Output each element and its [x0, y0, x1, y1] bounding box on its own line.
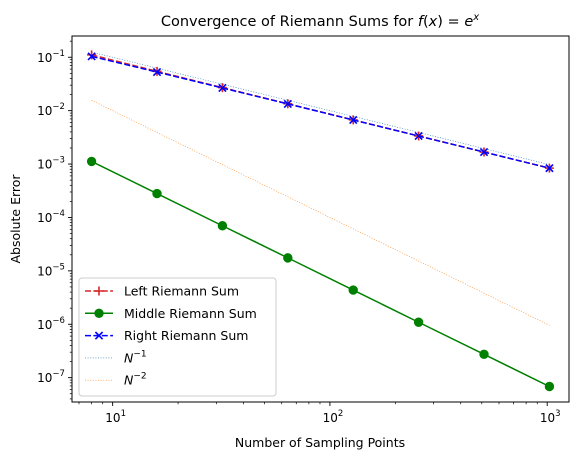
data-point: [87, 52, 96, 61]
series-middle-riemann-sum: [86, 156, 555, 392]
legend-marker: [94, 286, 104, 296]
legend-label: Middle Riemann Sum: [124, 306, 257, 321]
y-tick-label: 10−1: [37, 49, 65, 65]
legend-label: Left Riemann Sum: [124, 284, 239, 299]
y-axis-label: Absolute Error: [8, 174, 23, 264]
data-point: [479, 349, 489, 360]
series-line: [91, 51, 550, 165]
data-point: [218, 83, 227, 93]
chart-title: Convergence of Riemann Sums for f(x) = e…: [161, 12, 479, 30]
series-n-2: [91, 100, 550, 326]
data-point: [86, 156, 97, 167]
series-line: [91, 160, 550, 388]
legend-label: Right Riemann Sum: [124, 328, 248, 343]
series-layer: [86, 50, 555, 392]
ticks-layer: 101 102 103 10−7 10−6 10−5 10−4 10−3 10−2 10−1: [37, 40, 561, 425]
data-point: [348, 285, 358, 295]
y-tick-label: 10−6: [37, 316, 65, 332]
series-n-1: [91, 51, 550, 165]
data-point: [413, 317, 424, 327]
data-point: [479, 147, 489, 157]
series-right-riemann-sum: [87, 52, 554, 173]
legend-box: [78, 277, 277, 397]
x-tick-label: 103: [540, 409, 561, 425]
y-tick-label: 10−7: [37, 369, 65, 385]
legend-label: N−1: [124, 349, 147, 365]
series-line: [91, 100, 550, 326]
y-tick-label: 10−4: [37, 209, 65, 225]
data-point: [217, 221, 228, 231]
data-point: [545, 163, 554, 173]
x-tick-label: 101: [105, 409, 126, 425]
legend-marker: [94, 308, 104, 319]
data-point: [152, 67, 162, 77]
series-line: [91, 55, 550, 169]
y-tick-label: 10−5: [37, 262, 65, 278]
legend: Left Riemann Sum Middle Riemann Sum Right …: [78, 277, 277, 397]
data-point: [414, 131, 423, 141]
data-point: [152, 188, 162, 199]
data-point: [283, 253, 293, 263]
plot-frame: [71, 35, 570, 403]
y-tick-label: 10−3: [37, 156, 65, 172]
legend-label: N−2: [124, 372, 147, 388]
x-axis-label: Number of Sampling Points: [235, 435, 405, 450]
legend-marker: [94, 331, 104, 340]
data-point: [87, 50, 97, 60]
y-tick-label: 10−2: [37, 102, 65, 118]
data-point: [283, 99, 292, 109]
data-point: [544, 381, 555, 392]
data-point: [349, 115, 358, 125]
x-tick-label: 102: [323, 409, 344, 425]
